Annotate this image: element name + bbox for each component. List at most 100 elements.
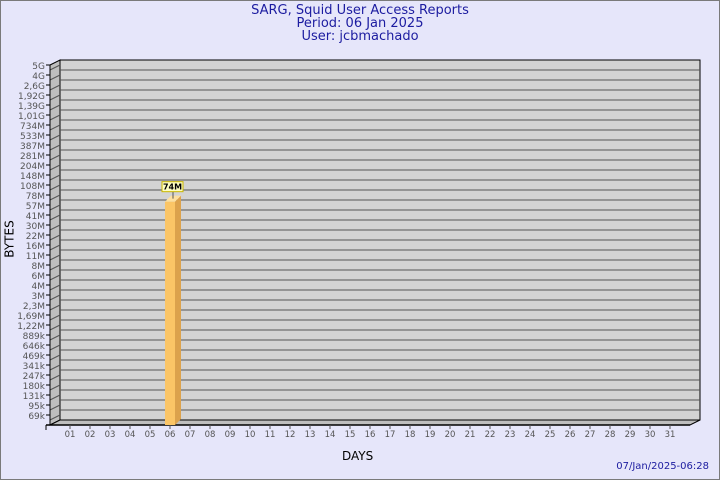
x-tick-label: 07 [185, 430, 196, 440]
x-tick-label: 27 [585, 430, 596, 440]
gridline-side [49, 134, 61, 141]
gridline-side [49, 84, 61, 91]
x-axis-label: DAYS [342, 449, 374, 463]
y-tick-label: 1,01G [18, 112, 45, 122]
x-tick-label: 06 [165, 430, 176, 440]
gridline-side [49, 64, 61, 71]
gridline-side [49, 374, 61, 381]
gridline-side [49, 414, 61, 421]
gridline-side [49, 344, 61, 351]
x-tick-label: 23 [505, 430, 516, 440]
gridline-side [49, 384, 61, 391]
x-tick-label: 13 [305, 430, 316, 440]
gridline-side [49, 314, 61, 321]
gridline-side [49, 304, 61, 311]
y-tick-label: 1,39G [18, 102, 45, 112]
x-tick-label: 22 [485, 430, 496, 440]
x-tick-label: 28 [605, 430, 616, 440]
x-tick-label: 09 [225, 430, 236, 440]
gridline-side [49, 324, 61, 331]
chart-user: User: jcbmachado [301, 29, 419, 44]
y-tick-label: 247k [23, 372, 46, 382]
y-tick-label: 11M [26, 252, 45, 262]
x-tick-label: 02 [85, 430, 96, 440]
x-tick-label: 15 [345, 430, 356, 440]
x-tick-label: 04 [125, 430, 136, 440]
y-tick-label: 57M [26, 202, 45, 212]
gridline-side [49, 94, 61, 101]
y-tick-label: 387M [20, 142, 45, 152]
gridline-side [49, 254, 61, 261]
y-tick-label: 469k [23, 352, 46, 362]
gridline-side [49, 224, 61, 231]
y-tick-label: 41M [26, 212, 45, 222]
y-tick-label: 204M [20, 162, 45, 172]
bar [165, 201, 175, 425]
x-tick-label: 17 [385, 430, 396, 440]
bar-side [175, 195, 181, 425]
x-tick-label: 08 [205, 430, 216, 440]
gridline-side [49, 184, 61, 191]
gridline-side [49, 404, 61, 411]
x-tick-label: 10 [245, 430, 256, 440]
y-tick-label: 8M [32, 262, 46, 272]
gridline-side [49, 334, 61, 341]
gridline-side [49, 234, 61, 241]
x-tick-label: 19 [425, 430, 436, 440]
y-tick-label: 78M [26, 192, 45, 202]
y-tick-label: 2,3M [23, 302, 45, 312]
gridline-side [49, 294, 61, 301]
y-tick-label: 148M [20, 172, 45, 182]
x-tick-label: 03 [105, 430, 116, 440]
gridline-side [49, 214, 61, 221]
chart-title: SARG, Squid User Access Reports [251, 3, 469, 18]
gridline-side [49, 104, 61, 111]
y-tick-label: 108M [20, 182, 45, 192]
gridline-side [49, 274, 61, 281]
y-tick-label: 131k [23, 392, 46, 402]
y-tick-label: 889k [23, 332, 46, 342]
y-tick-label: 533M [20, 132, 45, 142]
chart-period: Period: 06 Jan 2025 [296, 16, 424, 31]
x-tick-label: 26 [565, 430, 576, 440]
left-wall [49, 59, 61, 426]
gridline-side [49, 284, 61, 291]
bar-label-box [161, 181, 184, 193]
y-tick-label: 1,22M [17, 322, 45, 332]
y-tick-label: 1,92G [18, 92, 45, 102]
timestamp: 07/Jan/2025-06:28 [616, 461, 709, 472]
gridline-side [49, 394, 61, 401]
gridline-side [49, 154, 61, 161]
x-tick-label: 14 [325, 430, 336, 440]
x-tick-label: 01 [65, 430, 76, 440]
y-tick-label: 22M [26, 232, 45, 242]
y-axis-label: BYTES [2, 220, 17, 258]
bar-data-label: 74M [163, 183, 182, 192]
gridline-side [49, 174, 61, 181]
x-tick-label: 18 [405, 430, 416, 440]
x-tick-label: 21 [465, 430, 476, 440]
y-tick-label: 341k [23, 362, 46, 372]
y-tick-label: 5G [32, 62, 45, 72]
y-tick-label: 1,69M [17, 312, 45, 322]
y-tick-label: 4M [32, 282, 46, 292]
gridline-side [49, 164, 61, 171]
y-tick-label: 734M [20, 122, 45, 132]
gridline-side [49, 354, 61, 361]
gridline-side [49, 194, 61, 201]
gridline-side [49, 114, 61, 121]
y-tick-label: 3M [32, 292, 46, 302]
x-tick-label: 11 [265, 430, 276, 440]
x-tick-label: 16 [365, 430, 376, 440]
gridline-side [49, 204, 61, 211]
y-tick-label: 16M [26, 242, 45, 252]
x-tick-label: 24 [525, 430, 536, 440]
x-tick-label: 29 [625, 430, 636, 440]
gridline-side [49, 244, 61, 251]
x-tick-label: 05 [145, 430, 156, 440]
y-tick-label: 281M [20, 152, 45, 162]
y-tick-label: 2,6G [24, 82, 45, 92]
x-tick-label: 25 [545, 430, 556, 440]
y-tick-label: 69k [28, 412, 45, 422]
